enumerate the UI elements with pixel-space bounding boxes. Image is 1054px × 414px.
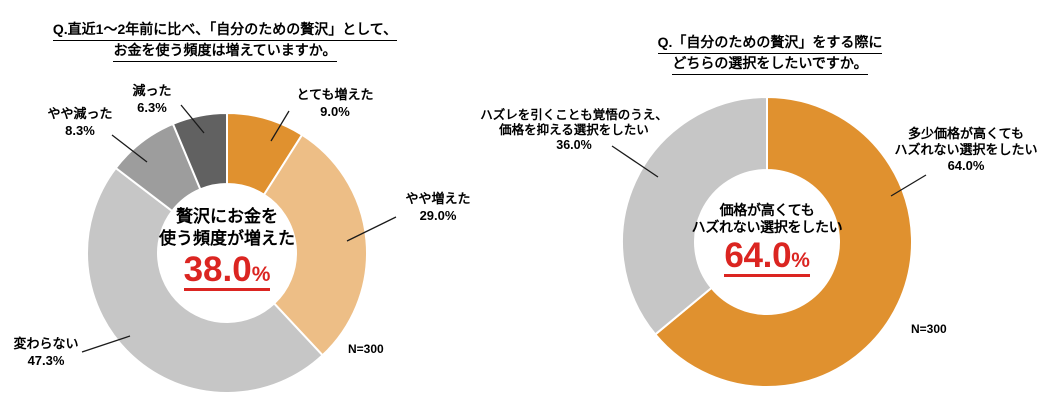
chart1-sample-size: N=300 [348,342,384,356]
chart2-sample-size: N=300 [911,322,947,336]
slice-label-line1: 多少価格が高くても [908,126,1024,141]
chart1-donut [86,112,368,394]
chart1-center-text: 贅沢にお金を 使う頻度が増えた 38.0% [127,206,327,291]
slice-label: とても増えた [296,87,374,102]
chart2-title-line2: どちらの選択をしたいですか。 [672,54,868,75]
slice-pct: 9.0% [320,103,350,119]
slice-label: 変わらない [13,336,79,351]
donut-slice [86,166,325,394]
chart2-callout-osaeru: ハズレを引くことも覚悟のうえ、 価格を抑える選択をしたい 36.0% [462,108,686,153]
center-line2: ハズれない選択をしたい [691,218,843,235]
chart2-center-text: 価格が高くても ハズれない選択をしたい 64.0% [667,202,867,277]
slice-pct: 6.3% [137,99,167,115]
slice-pct: 64.0% [947,158,985,173]
chart1-callout-yaya-fueta: やや増えた 29.0% [388,191,488,224]
center-line1: 価格が高くても [719,202,815,218]
slice-label-line2: 価格を抑える選択をしたい [499,123,649,137]
slice-label: やや減った [47,106,113,121]
center-line2: 使う頻度が増えた [159,228,295,248]
chart2-title-line1: Q.「自分のための贅沢」をする際に [657,33,883,54]
slice-label: やや増えた [405,191,471,206]
center-value-unit: % [791,249,810,272]
center-value-number: 64.0 [724,236,792,275]
slice-pct: 29.0% [419,207,457,223]
chart1-callout-yaya-hetta: やや減った 8.3% [33,106,127,139]
slice-pct: 47.3% [27,352,65,368]
chart1-center-value: 38.0% [127,252,327,291]
donut-slice [262,133,368,357]
chart2-callout-hazurenai: 多少価格が高くても ハズれない選択をしたい 64.0% [866,126,1054,174]
chart1-callout-kawaranai: 変わらない 47.3% [0,336,92,369]
center-value-number: 38.0 [183,250,252,289]
chart1-callout-hetta: 減った 6.3% [107,83,197,116]
center-value-unit: % [251,263,271,286]
chart2-center-value: 64.0% [667,238,867,277]
chart1-callout-totemo-fueta: とても増えた 9.0% [285,87,385,120]
chart1-title: Q.直近1〜2年前に比べ、「自分のための贅沢」として、 お金を使う頻度は増えてい… [10,20,440,62]
center-line1: 贅沢にお金を [176,207,278,226]
slice-pct: 36.0% [556,138,592,152]
slice-label-line2: ハズれない選択をしたい [894,142,1038,157]
slice-label: 減った [132,83,172,98]
chart1-title-line2: お金を使う頻度は増えていますか。 [113,41,337,62]
slice-label-line1: ハズレを引くことも覚悟のうえ、 [480,108,668,122]
chart2-title: Q.「自分のための贅沢」をする際に どちらの選択をしたいですか。 [590,33,950,75]
chart1-title-line1: Q.直近1〜2年前に比べ、「自分のための贅沢」として、 [52,20,398,41]
slice-pct: 8.3% [65,122,95,138]
